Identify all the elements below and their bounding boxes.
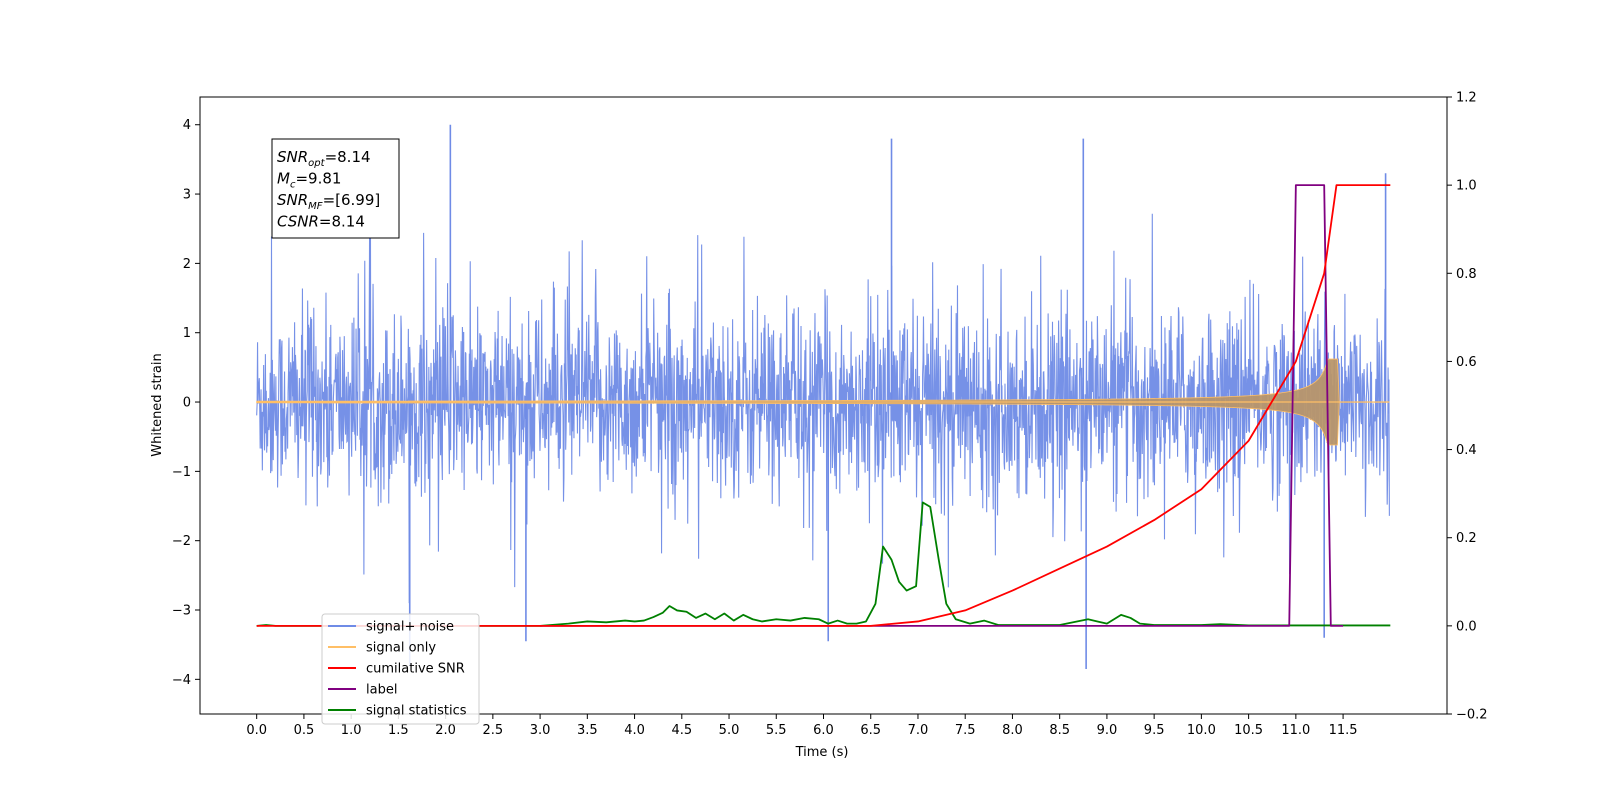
x-tick-label: 0.0	[246, 723, 267, 738]
legend-label: signal statistics	[366, 704, 467, 719]
y2-tick-label: 1.0	[1456, 179, 1477, 194]
x-tick-label: 4.5	[671, 723, 692, 738]
y-axis-label: Whitened strain	[150, 353, 165, 456]
info-line: SNRMF=[6.99]	[277, 191, 380, 212]
y2-tick-label: 0.2	[1456, 531, 1477, 546]
x-tick-label: 5.5	[766, 723, 787, 738]
x-tick-label: 8.0	[1002, 723, 1023, 738]
y-tick-label: 0	[183, 396, 191, 411]
signal-noise-series	[256, 124, 1390, 669]
x-tick-label: 6.0	[813, 723, 834, 738]
y-tick-label: 3	[183, 188, 191, 203]
info-line: Mc=9.81	[277, 170, 341, 191]
x-tick-label: 11.0	[1281, 723, 1310, 738]
x-tick-label: 5.0	[719, 723, 740, 738]
info-line: CSNR=8.14	[277, 213, 365, 231]
x-tick-label: 3.0	[530, 723, 551, 738]
y2-tick-label: 0.6	[1456, 355, 1477, 370]
y2-axis-ticks: 1.2 1.0 0.8 0.6 0.4 0.2 0.0 −0.2	[1447, 91, 1488, 723]
x-tick-label: 1.5	[388, 723, 409, 738]
right-axis-series	[256, 184, 1391, 627]
y-tick-label: 1	[183, 326, 191, 341]
y-tick-label: −3	[172, 604, 191, 619]
x-tick-label: 9.5	[1144, 723, 1165, 738]
legend-frame	[321, 613, 480, 725]
x-tick-label: 10.0	[1187, 723, 1216, 738]
y-tick-label: −2	[172, 534, 191, 549]
x-tick-label: 0.5	[294, 723, 315, 738]
y2-tick-label: 0.4	[1456, 443, 1477, 458]
x-tick-label: 11.5	[1329, 723, 1358, 738]
y-tick-label: −1	[172, 465, 191, 480]
y2-tick-label: 0.0	[1456, 619, 1477, 634]
label-line	[540, 184, 1344, 627]
legend-label: cumilative SNR	[366, 662, 465, 677]
x-tick-label: 7.5	[955, 723, 976, 738]
legend: signal+ noise signal only cumilative SNR la…	[321, 613, 480, 725]
x-tick-label: 10.5	[1234, 723, 1263, 738]
y-tick-label: −4	[172, 673, 191, 688]
y2-tick-label: 1.2	[1456, 91, 1477, 106]
x-tick-label: 2.0	[435, 723, 456, 738]
legend-label: label	[366, 683, 397, 698]
x-tick-label: 1.0	[341, 723, 362, 738]
y2-tick-label: −0.2	[1456, 708, 1488, 723]
legend-label: signal only	[366, 641, 436, 656]
y-tick-label: 2	[183, 257, 191, 272]
legend-label: signal+ noise	[366, 620, 454, 635]
x-tick-label: 9.0	[1097, 723, 1118, 738]
x-tick-label: 6.5	[860, 723, 881, 738]
y-axis-ticks: 4 3 2 1 0 −1 −2 −3 −4	[172, 118, 200, 688]
cumilative-snr-line	[256, 184, 1391, 627]
x-axis-label: Time (s)	[795, 745, 849, 760]
info-line: SNRopt=8.14	[277, 148, 371, 169]
y-tick-label: 4	[183, 118, 191, 133]
x-tick-label: 3.5	[577, 723, 598, 738]
y2-tick-label: 0.8	[1456, 267, 1477, 282]
info-box-frame	[271, 138, 400, 239]
signal-statistics-line	[256, 501, 1391, 627]
x-tick-label: 7.0	[908, 723, 929, 738]
x-tick-label: 2.5	[483, 723, 504, 738]
x-tick-label: 4.0	[624, 723, 645, 738]
noise-trace	[256, 200, 1390, 604]
signal-only-series	[256, 358, 1390, 446]
x-tick-label: 8.5	[1049, 723, 1070, 738]
